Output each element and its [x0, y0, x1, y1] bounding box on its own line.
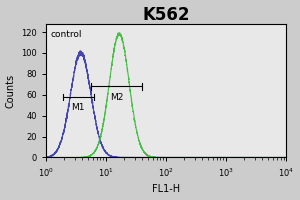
Text: M2: M2: [110, 93, 123, 102]
Y-axis label: Counts: Counts: [6, 74, 16, 108]
Title: K562: K562: [142, 6, 190, 24]
X-axis label: FL1-H: FL1-H: [152, 184, 180, 194]
Text: control: control: [51, 30, 82, 39]
Text: M1: M1: [72, 103, 85, 112]
